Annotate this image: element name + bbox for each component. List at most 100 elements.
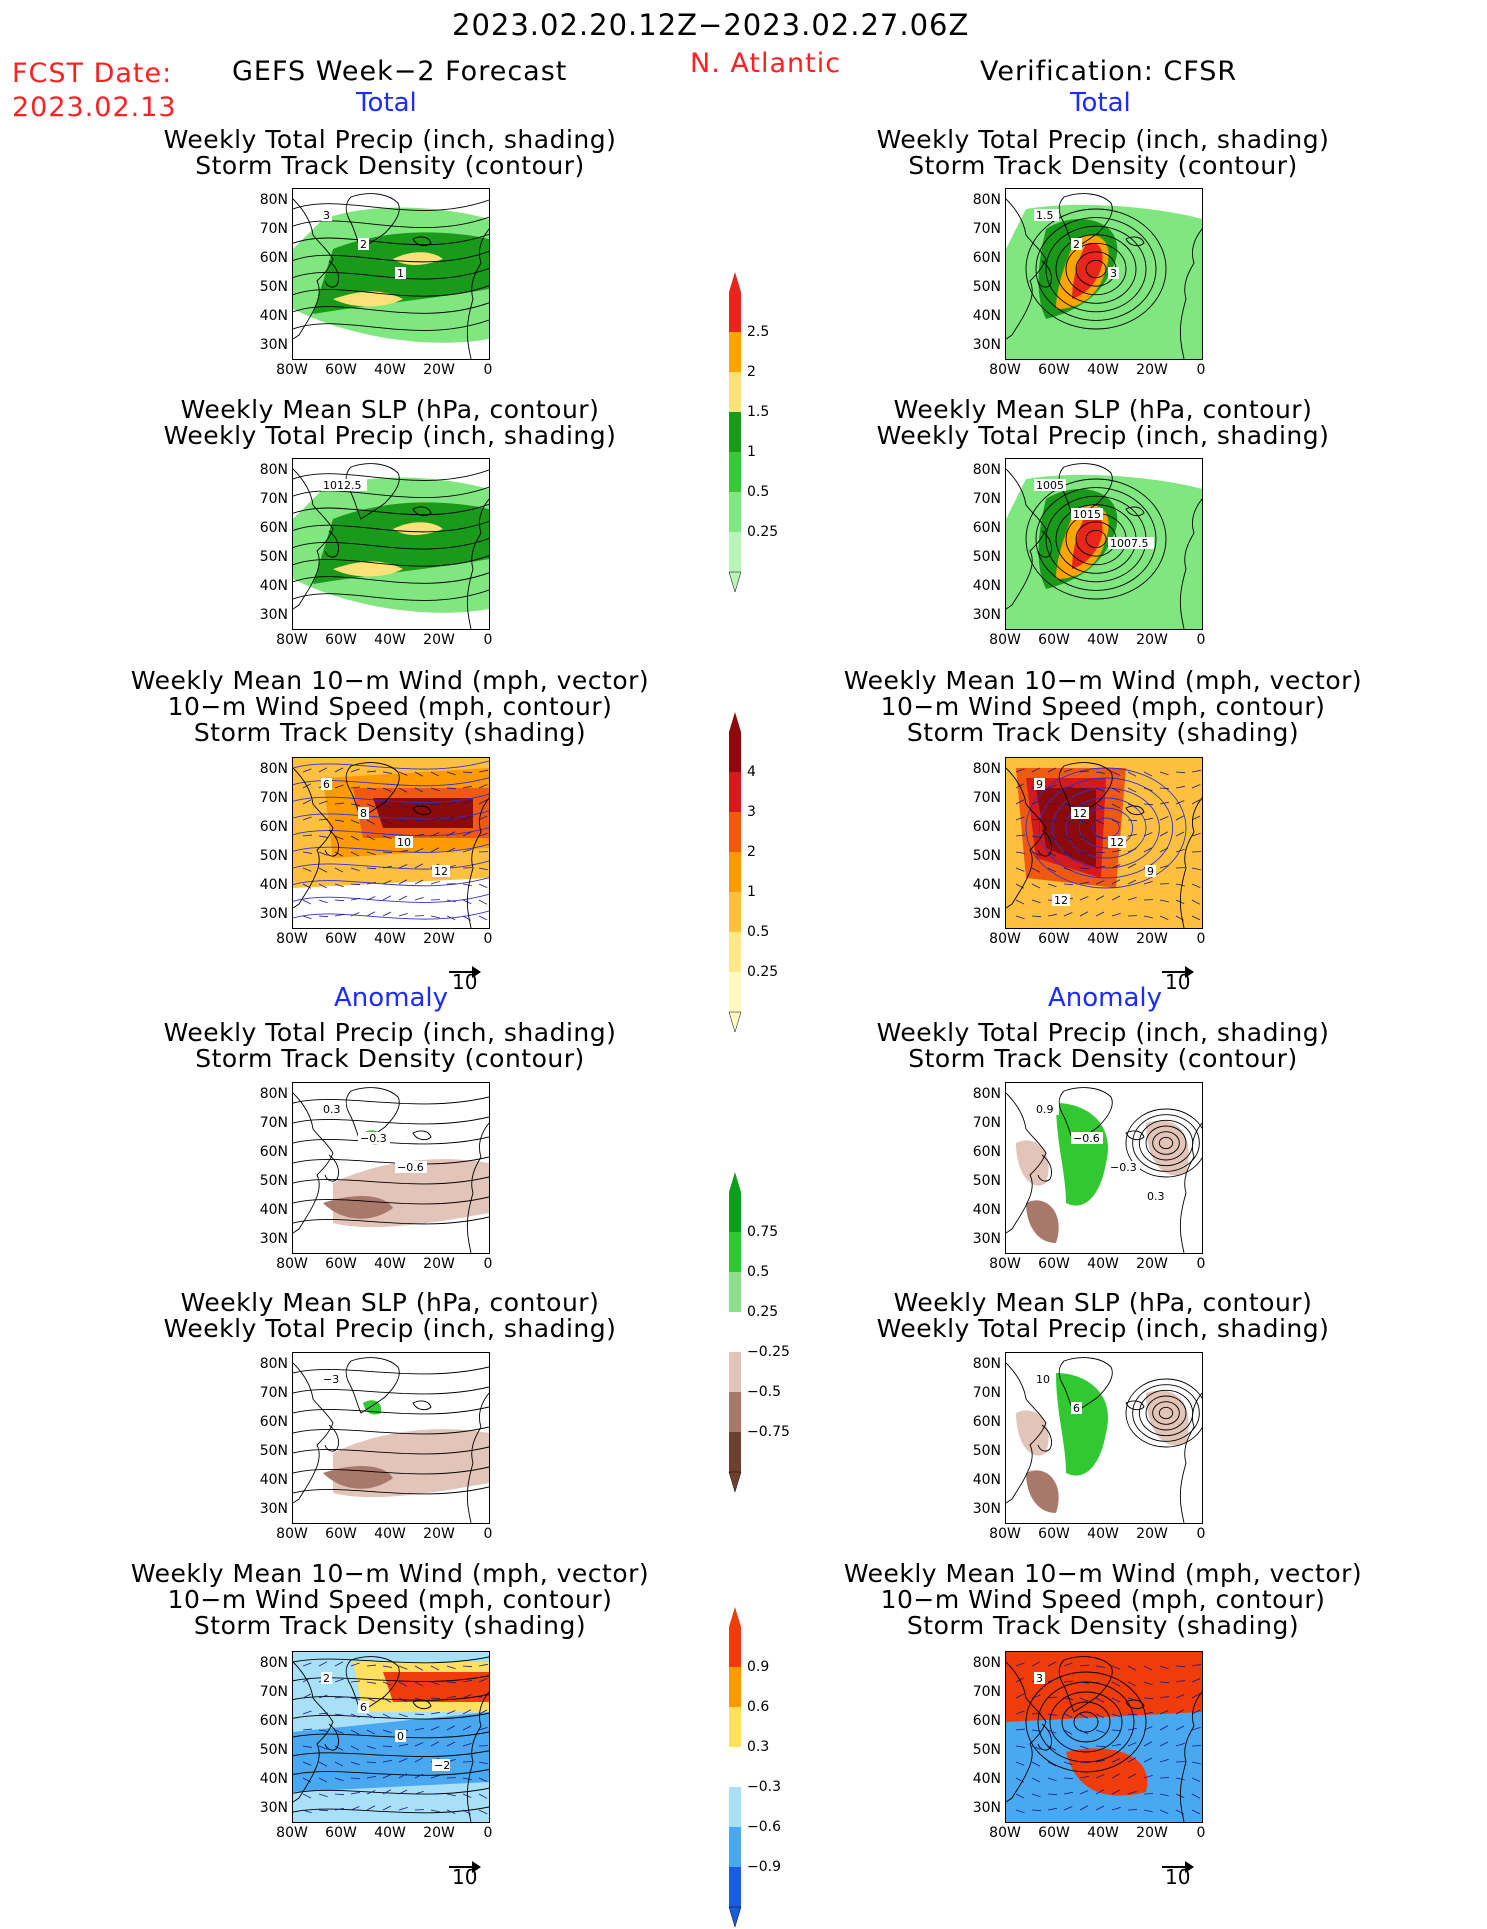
colorbar-swatch [729, 1707, 741, 1747]
lat-label: 60N [965, 819, 1001, 835]
lat-label: 40N [252, 1202, 288, 1218]
lat-label: 40N [252, 308, 288, 324]
anom-shade [1006, 1652, 1202, 1722]
contour-label: 2 [358, 238, 369, 251]
colorbar-swatch [729, 772, 741, 812]
lat-label: 30N [252, 1501, 288, 1517]
colorbar-label: 0.3 [747, 1739, 769, 1755]
lat-label: 70N [252, 1385, 288, 1401]
svg-text:9: 9 [1036, 778, 1043, 791]
lon-label: 40W [1080, 1526, 1126, 1542]
lon-label: 60W [318, 1256, 364, 1272]
colorbar-swatch [729, 1232, 741, 1272]
map-panel-l5: −3 [292, 1352, 490, 1524]
lon-label: 80W [269, 362, 315, 378]
lat-label: 50N [965, 1443, 1001, 1459]
contour-label: 0.9 [1034, 1103, 1059, 1116]
svg-text:−2: −2 [434, 1759, 450, 1772]
svg-text:−0.3: −0.3 [360, 1132, 387, 1145]
right-title: Verification: CFSR [980, 56, 1237, 87]
contour-label: −0.3 [1108, 1161, 1140, 1174]
lat-label: 50N [252, 279, 288, 295]
map-panel-l4: 0.3 −0.3 −0.6 [292, 1082, 490, 1254]
lon-label: 20W [416, 632, 462, 648]
colorbar-swatch [729, 1352, 741, 1392]
lon-label: 40W [1080, 362, 1126, 378]
lon-label: 80W [982, 1256, 1028, 1272]
colorbar-label: 1.5 [747, 404, 769, 420]
vector-ref-label-r2: 10 [1165, 1865, 1190, 1889]
colorbar-swatch [729, 1867, 741, 1907]
lon-label: 20W [1129, 632, 1175, 648]
lat-label: 70N [252, 1684, 288, 1700]
colorbar-precip_total [727, 270, 743, 594]
lat-label: 50N [252, 1443, 288, 1459]
colorbar-label: 0.75 [747, 1224, 778, 1240]
lon-label: 80W [982, 1825, 1028, 1841]
colorbar-swatch [729, 1627, 741, 1667]
lat-label: 40N [965, 308, 1001, 324]
svg-text:0.3: 0.3 [323, 1103, 341, 1116]
colorbar-swatch [729, 1667, 741, 1707]
lat-label: 80N [252, 1356, 288, 1372]
svg-text:12: 12 [434, 865, 448, 878]
colorbar-cap [729, 1012, 741, 1032]
lon-label: 40W [1080, 1825, 1126, 1841]
svg-text:6: 6 [360, 1701, 367, 1714]
lat-label: 50N [252, 1742, 288, 1758]
lon-label: 20W [416, 1526, 462, 1542]
colorbar-swatch [729, 1827, 741, 1867]
contour-label: −0.6 [395, 1161, 427, 1174]
region-label: N. Atlantic [690, 48, 841, 79]
lon-label: 80W [982, 931, 1028, 947]
contour-label: 3 [321, 209, 332, 222]
svg-text:1005: 1005 [1036, 479, 1064, 492]
lon-label: 20W [1129, 1825, 1175, 1841]
lat-label: 60N [252, 1414, 288, 1430]
lat-label: 80N [965, 1356, 1001, 1372]
map-plot: 0.3 −0.3 −0.6 [293, 1083, 489, 1253]
colorbar-swatch [729, 1312, 741, 1352]
colorbar-swatch [729, 1432, 741, 1472]
contour-label: 3 [1108, 267, 1119, 280]
lat-label: 60N [252, 1144, 288, 1160]
title-l4: Weekly Total Precip (inch, shading)Storm… [50, 1020, 730, 1072]
lat-label: 70N [965, 1684, 1001, 1700]
lat-label: 30N [965, 906, 1001, 922]
lon-label: 80W [269, 1825, 315, 1841]
lat-label: 30N [252, 607, 288, 623]
svg-text:−0.6: −0.6 [397, 1161, 424, 1174]
lon-label: 0 [1178, 362, 1224, 378]
lat-label: 40N [965, 1472, 1001, 1488]
lat-label: 70N [965, 1115, 1001, 1131]
contour-label: 1007.5 [1108, 537, 1154, 550]
colorbar-cap [729, 272, 741, 292]
contour-label: 12 [1071, 807, 1089, 820]
colorbar-swatch [729, 1392, 741, 1432]
lon-label: 80W [982, 1526, 1028, 1542]
lat-label: 30N [965, 607, 1001, 623]
lon-label: 60W [318, 1526, 364, 1542]
lon-label: 0 [1178, 1526, 1224, 1542]
svg-text:−0.6: −0.6 [1073, 1132, 1100, 1145]
lat-label: 50N [252, 549, 288, 565]
contour-label: 0.3 [321, 1103, 346, 1116]
lat-label: 80N [965, 1655, 1001, 1671]
colorbar-swatch [729, 1747, 741, 1787]
contour-label: 12 [1108, 836, 1126, 849]
colorbar-swatch [729, 452, 741, 492]
colorbar-swatch [729, 812, 741, 852]
svg-text:1007.5: 1007.5 [1110, 537, 1149, 550]
contour-label: −2 [432, 1759, 450, 1772]
lat-label: 70N [252, 790, 288, 806]
lat-label: 30N [252, 337, 288, 353]
lat-label: 60N [965, 520, 1001, 536]
colorbar-label: −0.3 [747, 1779, 781, 1795]
contour-label: 3 [1034, 1672, 1045, 1685]
lon-label: 40W [1080, 931, 1126, 947]
lat-label: 30N [252, 1800, 288, 1816]
contour-label: 8 [358, 807, 369, 820]
lat-label: 40N [965, 1771, 1001, 1787]
lon-label: 40W [367, 1256, 413, 1272]
